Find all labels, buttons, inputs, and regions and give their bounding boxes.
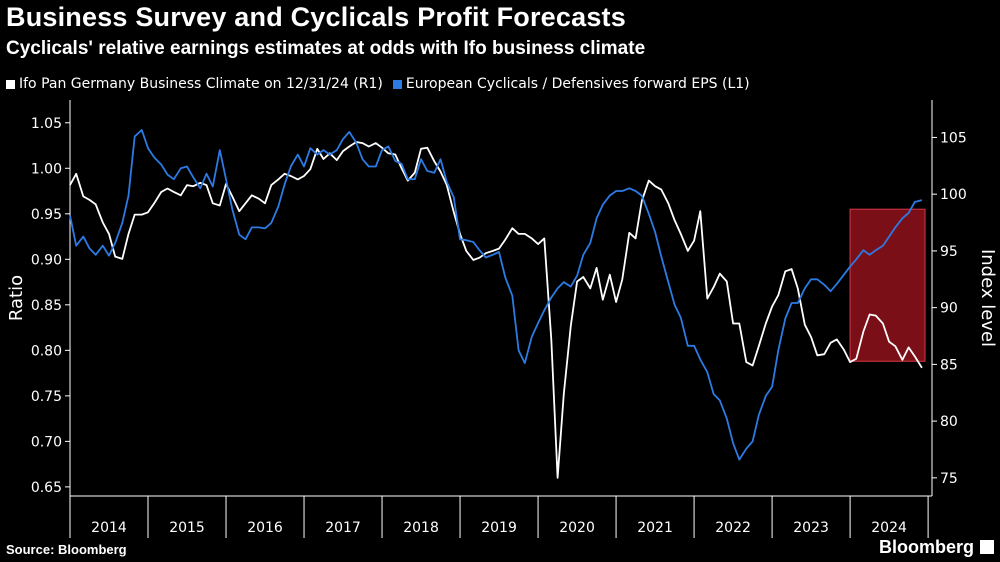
left-tick-label: 0.70 [31,434,62,450]
right-tick-label: 75 [940,471,958,487]
left-tick-label: 0.90 [31,252,62,268]
chart-subtitle: Cyclicals' relative earnings estimates a… [6,38,646,59]
year-label: 2021 [637,520,673,536]
left-tick-label: 0.65 [31,480,62,496]
year-label: 2019 [481,520,517,536]
source-note: Source: Bloomberg [6,542,127,557]
series-line-cyclicals [69,129,923,461]
left-tick-label: 0.75 [31,389,62,405]
year-label: 2018 [403,520,439,536]
year-label: 2020 [559,520,595,536]
legend-item-ifo: Ifo Pan Germany Business Climate on 12/3… [6,76,383,92]
right-axis-title: Index level [977,249,998,347]
bloomberg-logo: Bloomberg [878,537,974,557]
year-label: 2024 [871,520,907,536]
left-tick-label: 0.80 [31,343,62,359]
year-label: 2022 [715,520,751,536]
left-tick-label: 0.95 [31,207,62,223]
left-tick-label: 1.00 [31,161,62,177]
left-axis-title: Ratio [6,275,27,321]
year-label: 2023 [793,520,829,536]
legend-swatch-ifo [6,79,15,89]
year-label: 2017 [325,520,361,536]
legend: Ifo Pan Germany Business Climate on 12/3… [6,76,760,92]
chart-title: Business Survey and Cyclicals Profit For… [6,2,626,32]
left-tick-label: 1.05 [31,116,62,132]
year-label: 2016 [247,520,283,536]
legend-swatch-cyclicals [392,79,402,89]
right-tick-label: 90 [940,301,958,317]
year-label: 2015 [169,520,205,536]
left-tick-label: 0.85 [31,298,62,314]
right-tick-label: 95 [940,244,958,260]
bloomberg-icon [980,540,994,554]
year-label: 2014 [91,520,127,536]
legend-label-cyclicals: European Cyclicals / Defensives forward … [405,76,750,92]
right-tick-label: 105 [940,130,967,146]
series-line-ifo [69,141,923,479]
legend-label-ifo: Ifo Pan Germany Business Climate on 12/3… [19,76,383,92]
legend-item-cyclicals: European Cyclicals / Defensives forward … [392,76,750,92]
right-tick-label: 100 [940,187,967,203]
right-tick-label: 80 [940,414,958,430]
right-tick-label: 85 [940,357,958,373]
